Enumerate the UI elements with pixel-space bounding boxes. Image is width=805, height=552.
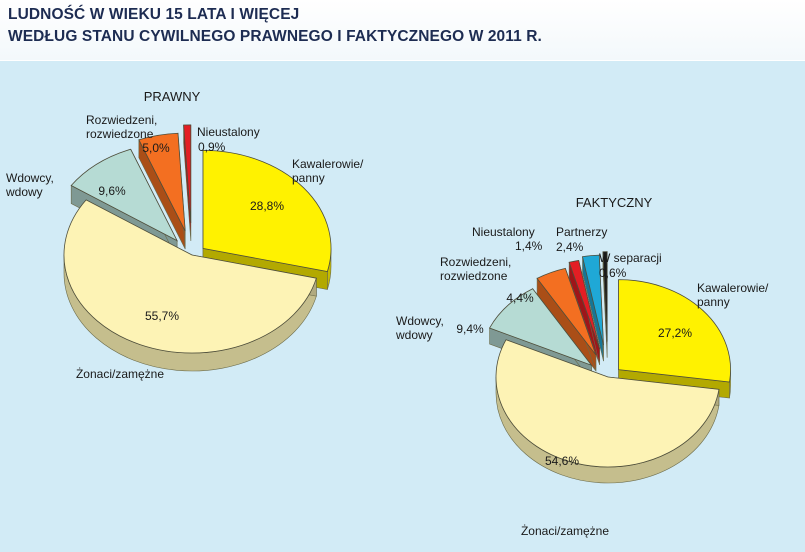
pie-title-faktyczny: FAKTYCZNY: [576, 195, 653, 210]
slice-label-zonaci: Żonaci/zamężne: [76, 367, 164, 381]
slice-rozwiedzeni: [138, 132, 186, 232]
slice-nieustalony: [183, 124, 192, 223]
slice-kawalerowie: [202, 149, 332, 273]
slice-label-kawalerowie: panny: [697, 295, 730, 309]
chart-title-line-1: LUDNOŚĆ W WIEKU 15 LATA I WIĘCEJ: [8, 6, 300, 23]
slice-value-zonaci: 54,6%: [545, 454, 579, 468]
slice-zonaci: [63, 199, 317, 354]
slice-value-wdowcy: 9,4%: [456, 322, 484, 336]
slice-value-wdowcy: 9,6%: [98, 184, 126, 198]
slice-label-separacja: W separacji: [599, 251, 662, 265]
slice-nieustalony: [568, 259, 601, 349]
slice-label-wdowcy: wdowy: [5, 185, 43, 199]
pie-prawny: Kawalerowie/panny 28,8% Żonaci/zamężne 55,7…: [5, 113, 364, 381]
slice-label-zonaci: Żonaci/zamężne: [521, 524, 609, 538]
chart-title-line-2: WEDŁUG STANU CYWILNEGO PRAWNEGO I FAKTYC…: [8, 28, 542, 45]
slice-label-kawalerowie: panny: [292, 171, 325, 185]
slice-rozwiedzeni: [536, 267, 597, 356]
slice-label-rozwiedzeni: rozwiedzone: [440, 269, 508, 283]
slice-label-rozwiedzeni: Rozwiedzeni,: [86, 113, 157, 127]
slice-value-rozwiedzeni: 4,4%: [506, 291, 534, 305]
slice-label-partnerzy: Partnerzy: [556, 225, 607, 239]
slice-label-wdowcy: Wdowcy,: [6, 171, 54, 185]
slice-label-rozwiedzeni: Rozwiedzeni,: [440, 255, 511, 269]
slice-zonaci: [495, 339, 720, 468]
slice-value-partnerzy: 2,4%: [556, 240, 584, 254]
slice-label-wdowcy: Wdowcy,: [396, 314, 444, 328]
slice-label-kawalerowie: Kawalerowie/: [292, 157, 364, 171]
slice-value-zonaci: 55,7%: [145, 309, 179, 323]
slice-partnerzy: [582, 254, 604, 346]
slice-wdowcy: [70, 148, 178, 242]
slice-label-kawalerowie: Kawalerowie/: [697, 281, 769, 295]
slice-wdowcy: [488, 288, 593, 367]
slice-label-rozwiedzeni: rozwiedzone: [86, 127, 154, 141]
pie-faktyczny: Kawalerowie/panny 27,2% Żonaci/zamężne 54,6…: [395, 225, 769, 538]
slice-label-wdowcy: wdowy: [395, 328, 433, 342]
header: LUDNOŚĆ W WIEKU 15 LATA I WIĘCEJ WEDŁUG …: [0, 0, 805, 60]
slice-value-separacja: 0,6%: [599, 266, 627, 280]
pie-title-prawny: PRAWNY: [144, 89, 201, 104]
slice-kawalerowie: [618, 279, 731, 383]
slice-value-nieustalony: 0,9%: [198, 140, 226, 154]
slice-label-nieustalony: Nieustalony: [472, 225, 535, 239]
slice-label-nieustalony: Nieustalony: [197, 125, 260, 139]
slice-value-rozwiedzeni: 5,0%: [142, 141, 170, 155]
slice-value-kawalerowie: 27,2%: [658, 326, 692, 340]
slice-value-kawalerowie: 28,8%: [250, 199, 284, 213]
slice-value-nieustalony: 1,4%: [515, 239, 543, 253]
slice-separacja: [602, 251, 608, 342]
